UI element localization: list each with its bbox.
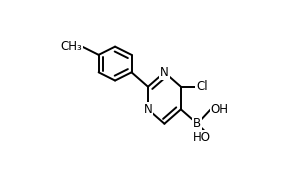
Text: CH₃: CH₃: [60, 40, 82, 53]
Text: N: N: [160, 66, 169, 79]
Text: HO: HO: [193, 131, 211, 144]
Text: Cl: Cl: [196, 80, 208, 93]
Text: N: N: [144, 103, 152, 116]
Text: OH: OH: [211, 103, 229, 116]
Text: B: B: [193, 117, 201, 130]
